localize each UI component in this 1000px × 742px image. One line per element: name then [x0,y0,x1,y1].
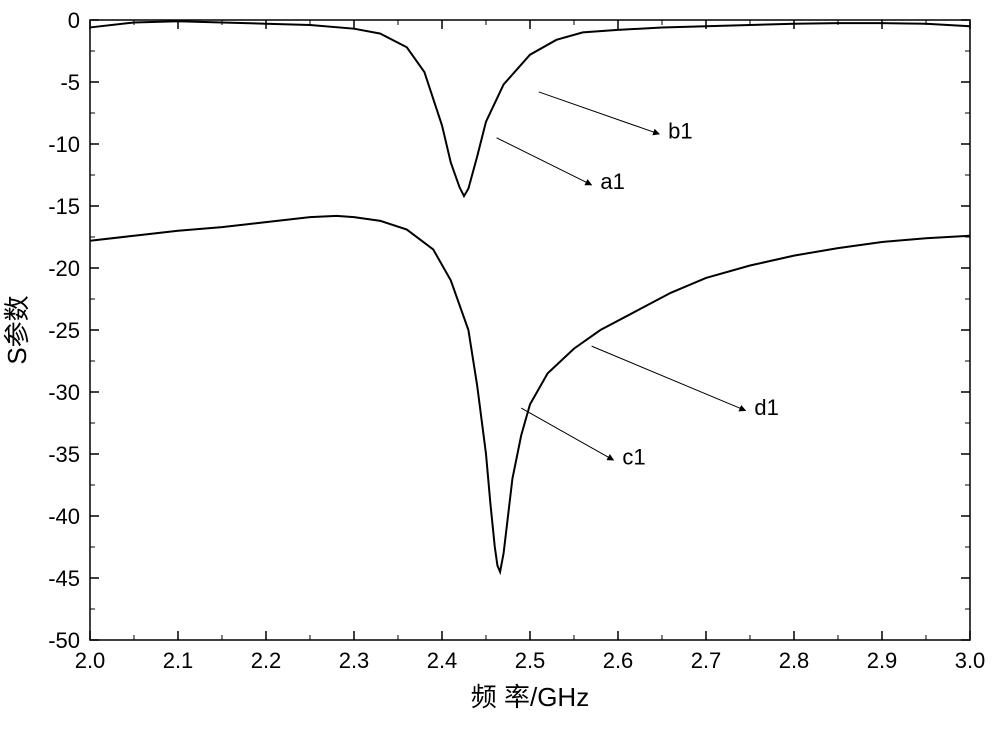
series-upper [90,21,970,196]
x-tick-label: 2.6 [603,648,634,673]
y-tick-label: -10 [48,132,80,157]
y-tick-label: -20 [48,256,80,281]
x-tick-label: 2.8 [779,648,810,673]
sparam-chart: 2.02.12.22.32.42.52.62.72.82.93.0 0-5-10… [0,0,1000,742]
annotation-arrow-d1 [592,346,746,410]
x-tick-label: 2.5 [515,648,546,673]
annotation-label-c1: c1 [622,444,645,469]
x-tick-label: 3.0 [955,648,986,673]
y-tick-label: -35 [48,442,80,467]
annotation-label-a1: a1 [600,169,624,194]
annotation-arrow-c1 [521,408,613,460]
plot-border [90,20,970,640]
y-tick-label: -50 [48,628,80,653]
y-tick-label: -40 [48,504,80,529]
annotation-arrow-a1 [497,138,592,185]
annotations-group: a1 b1 c1 d1 [497,92,779,470]
series-lower [90,216,970,572]
x-tick-label: 2.9 [867,648,898,673]
x-axis-label: 频 率/GHz [471,682,589,712]
annotation-label-b1: b1 [668,118,692,143]
x-tick-label: 2.3 [339,648,370,673]
y-tick-label: 0 [68,8,80,33]
y-tick-label: -25 [48,318,80,343]
x-tick-label: 2.2 [251,648,282,673]
y-tick-label: -5 [60,70,80,95]
y-tick-label: -15 [48,194,80,219]
x-tick-label: 2.7 [691,648,722,673]
chart-svg: 2.02.12.22.32.42.52.62.72.82.93.0 0-5-10… [0,0,1000,742]
y-tick-label: -45 [48,566,80,591]
x-tick-label: 2.1 [163,648,194,673]
x-tick-label: 2.4 [427,648,458,673]
x-ticks: 2.02.12.22.32.42.52.62.72.82.93.0 [75,20,986,673]
y-ticks: 0 -5 -10 -15 -20 -25 -30 -35 -40 -45 -50 [48,8,970,653]
y-tick-label: -30 [48,380,80,405]
series-group [90,21,970,572]
annotation-label-d1: d1 [754,395,778,420]
y-axis-label: S参数 [2,295,32,364]
annotation-arrow-b1 [539,92,660,134]
